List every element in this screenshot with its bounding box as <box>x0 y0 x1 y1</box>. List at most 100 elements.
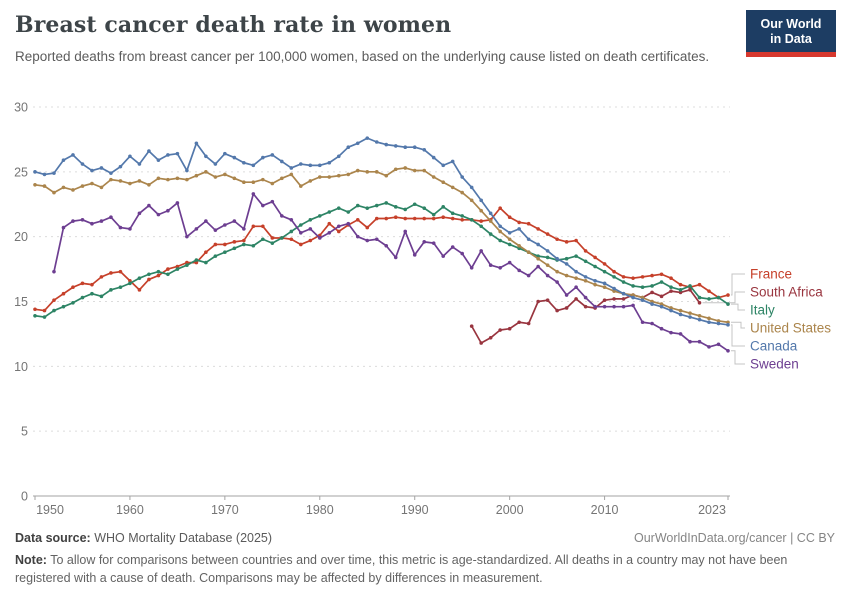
data-point-sweden <box>166 208 170 213</box>
data-point-sweden <box>156 212 161 217</box>
series-united-states[interactable] <box>33 166 730 325</box>
data-point-france <box>498 206 502 210</box>
data-point-canada <box>716 321 721 326</box>
data-point-canada <box>336 154 341 159</box>
page-title: Breast cancer death rate in women <box>15 12 452 38</box>
data-point-sweden <box>498 265 502 270</box>
data-point-sweden <box>223 223 227 227</box>
data-point-france <box>450 216 455 221</box>
y-axis-label-0: 0 <box>21 490 28 504</box>
data-point-france <box>223 242 227 247</box>
data-point-south-africa <box>697 300 702 305</box>
data-point-italy <box>564 256 569 261</box>
data-point-italy <box>460 214 464 218</box>
data-point-france <box>602 262 607 266</box>
data-point-italy <box>299 223 303 227</box>
data-point-france <box>669 276 673 280</box>
data-point-united-states <box>431 175 436 179</box>
data-point-sweden <box>147 203 151 208</box>
data-point-united-states <box>393 167 398 172</box>
data-point-italy <box>242 242 246 247</box>
data-point-france <box>612 269 616 274</box>
data-point-italy <box>621 280 626 284</box>
data-point-united-states <box>450 185 455 190</box>
data-point-sweden <box>393 255 398 260</box>
data-point-sweden <box>194 227 199 231</box>
data-point-italy <box>631 284 635 288</box>
x-axis-label-1950: 1950 <box>36 503 64 517</box>
data-point-canada <box>393 144 398 148</box>
data-point-united-states <box>384 173 389 178</box>
data-point-italy <box>251 243 256 248</box>
data-point-france <box>175 264 180 269</box>
x-axis-label-2023: 2023 <box>698 503 726 517</box>
legend-label-south-africa[interactable]: South Africa <box>750 285 823 300</box>
data-point-united-states <box>422 168 427 173</box>
series-line-canada[interactable] <box>34 137 729 326</box>
data-point-united-states <box>52 190 56 195</box>
data-point-sweden <box>536 264 540 269</box>
data-point-sweden <box>659 326 664 331</box>
data-point-united-states <box>374 170 379 174</box>
y-axis-label-15: 15 <box>14 295 28 309</box>
data-point-italy <box>412 202 417 207</box>
data-point-sweden <box>697 339 702 344</box>
series-canada[interactable] <box>33 136 730 327</box>
legend-label-sweden[interactable]: Sweden <box>750 357 799 372</box>
owid-logo[interactable]: Our World in Data <box>746 10 836 53</box>
legend-label-canada[interactable]: Canada <box>750 339 798 354</box>
data-point-canada <box>242 160 246 165</box>
series-france[interactable] <box>33 206 730 313</box>
data-point-canada <box>441 163 446 168</box>
data-point-canada <box>185 168 189 173</box>
data-point-sweden <box>128 227 132 231</box>
data-point-united-states <box>498 229 502 234</box>
data-point-italy <box>536 254 540 258</box>
data-point-sweden <box>109 215 113 220</box>
data-point-canada <box>232 155 237 160</box>
data-point-france <box>507 215 512 220</box>
data-point-italy <box>545 255 550 260</box>
owid-cc-link[interactable]: OurWorldInData.org/cancer | CC BY <box>633 531 835 545</box>
data-point-canada <box>204 154 208 159</box>
legend-label-united-states[interactable]: United States <box>750 321 831 336</box>
data-point-sweden <box>526 273 531 278</box>
data-point-italy <box>61 304 66 309</box>
data-point-france <box>242 238 246 243</box>
legend-label-italy[interactable]: Italy <box>750 303 775 318</box>
data-point-united-states <box>564 273 569 278</box>
series-south-africa[interactable] <box>469 288 702 345</box>
data-point-italy <box>498 238 502 243</box>
data-point-united-states <box>261 177 265 182</box>
data-point-south-africa <box>479 341 483 345</box>
legend-label-france[interactable]: France <box>750 267 792 282</box>
data-point-italy <box>80 295 85 300</box>
data-point-canada <box>526 237 531 242</box>
data-point-italy <box>156 269 161 274</box>
data-point-canada <box>707 320 711 325</box>
data-point-italy <box>317 214 322 218</box>
data-point-canada <box>488 211 493 216</box>
data-point-italy <box>128 281 132 286</box>
data-point-italy <box>336 206 341 210</box>
data-point-italy <box>612 275 616 279</box>
series-sweden[interactable] <box>52 192 730 353</box>
series-italy[interactable] <box>33 201 730 319</box>
data-point-united-states <box>403 166 408 170</box>
data-point-south-africa <box>545 298 550 303</box>
data-point-canada <box>99 166 104 170</box>
data-point-united-states <box>346 172 351 177</box>
data-point-united-states <box>412 168 417 173</box>
line-chart[interactable]: 0 5 10 15 20 25 30 1950 1960 1970 1980 1990 2000 2010… <box>0 0 850 530</box>
data-point-canada <box>555 256 559 261</box>
data-source: Data source: WHO Mortality Database (202… <box>15 531 272 545</box>
data-point-united-states <box>583 278 588 283</box>
data-point-canada <box>431 155 436 160</box>
data-point-sweden <box>555 280 559 284</box>
data-point-canada <box>450 159 455 164</box>
data-point-italy <box>137 276 142 280</box>
data-point-italy <box>42 315 47 319</box>
data-point-south-africa <box>507 326 512 331</box>
data-point-sweden <box>716 342 721 347</box>
y-axis-label-30: 30 <box>14 101 28 115</box>
